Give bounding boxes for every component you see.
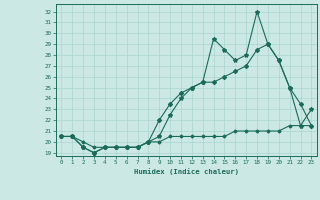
X-axis label: Humidex (Indice chaleur): Humidex (Indice chaleur): [134, 168, 239, 175]
